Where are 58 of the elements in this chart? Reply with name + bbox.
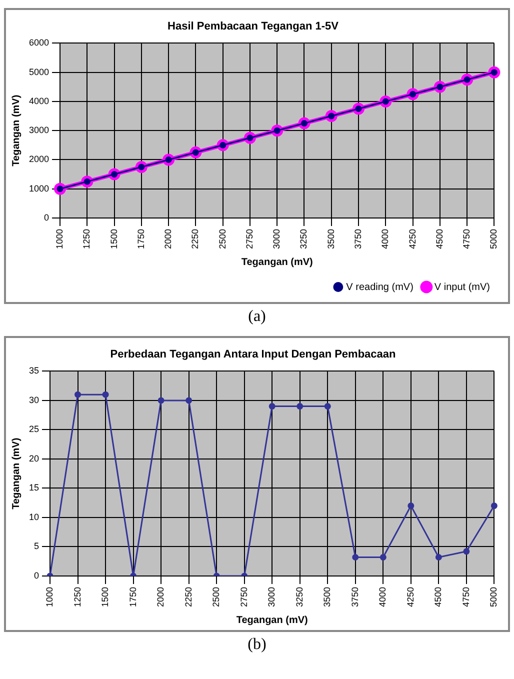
text: (a) (247, 308, 267, 326)
x-tick-label: 3000 (272, 228, 282, 250)
x-tick-label: 4000 (378, 586, 388, 608)
x-tick-label: 2250 (183, 586, 194, 608)
y-tick-label: 6000 (28, 38, 50, 48)
x-tick-label: 3750 (353, 228, 364, 250)
x-tick-label: 3500 (326, 228, 336, 250)
x-tick-label: 3750 (350, 586, 360, 608)
x-tick-label: 4500 (434, 228, 444, 250)
x-tick-label: 1750 (136, 228, 146, 250)
y-tick-label: 15 (28, 482, 40, 493)
y-tick-label: 3000 (28, 125, 50, 136)
x-tick-label: 1000 (54, 228, 65, 250)
y-tick-label: 4000 (28, 96, 50, 106)
x-tick-label: 3500 (322, 586, 332, 608)
y-tick-label: 25 (28, 424, 40, 434)
x-tick-label: 2500 (217, 228, 228, 250)
x-tick-label: 1750 (128, 586, 138, 608)
y-axis-title: Tegangan (mV) (10, 438, 22, 510)
x-tick-label: 1500 (108, 228, 119, 250)
x-tick-label: 2750 (238, 586, 249, 608)
x-tick-label: 2750 (244, 228, 254, 250)
y-tick-label: 10 (28, 512, 40, 522)
x-tick-label: 2250 (190, 228, 200, 250)
x-tick-label: 2500 (211, 586, 222, 608)
legend-label: V reading (mV) (346, 282, 414, 293)
y-tick-label: 0 (34, 570, 40, 580)
x-tick-label: 1500 (100, 586, 110, 608)
x-tick-label: 2000 (163, 228, 174, 250)
x-tick-label: 1250 (82, 228, 92, 250)
x-tick-label: 2000 (156, 586, 166, 608)
y-tick-label: 5000 (28, 66, 50, 77)
x-tick-label: 1250 (72, 586, 82, 608)
y-tick-label: 1000 (28, 183, 50, 194)
x-tick-label: 4500 (433, 586, 444, 608)
y-tick-label: 5 (34, 541, 40, 552)
x-tick-label: 4000 (380, 228, 390, 250)
y-tick-label: 0 (44, 212, 50, 222)
x-tick-label: 4250 (405, 586, 416, 608)
y-axis-title: Tegangan (mV) (10, 94, 22, 166)
x-tick-label: 5000 (488, 586, 499, 608)
y-tick-label: 30 (28, 394, 40, 405)
chart-title: Perbedaan Tegangan Antara Input Dengan Pembacaan (110, 348, 396, 361)
text: (b) (246, 636, 268, 654)
x-tick-label: 5000 (488, 228, 499, 250)
chart-title: Hasil Pembacaan Tegangan 1-5V (168, 20, 340, 33)
x-axis-title: Tegangan (mV) (236, 614, 308, 626)
y-tick-label: 2000 (28, 154, 50, 164)
y-tick-label: 35 (28, 366, 40, 376)
x-axis-title: Tegangan (mV) (241, 256, 313, 268)
x-tick-label: 3000 (266, 586, 277, 608)
legend-label: V input (mV) (434, 282, 490, 293)
x-tick-label: 4750 (462, 228, 472, 250)
x-tick-label: 3250 (298, 228, 309, 250)
y-tick-label: 20 (28, 453, 40, 464)
x-tick-label: 4250 (407, 228, 418, 250)
x-tick-label: 4750 (460, 586, 471, 608)
x-tick-label: 3250 (294, 586, 304, 608)
